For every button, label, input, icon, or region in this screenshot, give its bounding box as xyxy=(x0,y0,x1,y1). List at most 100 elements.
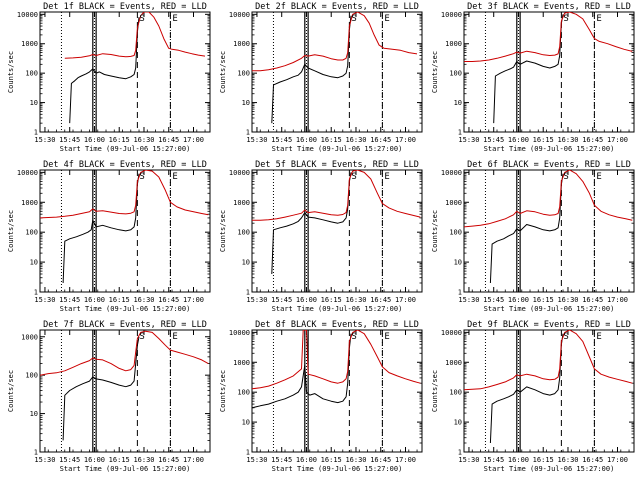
x-tick-label: 16:15 xyxy=(533,136,554,144)
panel-title: Det 8f BLACK = Events, RED = LLD xyxy=(255,320,419,330)
y-tick-label: 100 xyxy=(237,70,250,78)
plot-frame xyxy=(39,11,211,133)
marker-e: E xyxy=(384,172,389,182)
x-tick-label: 16:15 xyxy=(109,456,130,464)
x-tick-label: 16:45 xyxy=(370,136,391,144)
y-axis-label: Counts/sec xyxy=(219,210,227,252)
y-tick-label: 1000 xyxy=(445,40,462,48)
panel-title: Det 2f BLACK = Events, RED = LLD xyxy=(255,2,419,12)
y-tick-label: 1 xyxy=(34,289,38,297)
plot-area xyxy=(252,330,421,452)
x-tick-label: 16:15 xyxy=(321,296,342,304)
y-tick-label: 10000 xyxy=(229,169,250,177)
marker-s: S xyxy=(351,14,356,24)
y-tick-label: 1 xyxy=(458,289,462,297)
panel-title: Det 6f BLACK = Events, RED = LLD xyxy=(467,160,631,170)
x-tick-label: 16:30 xyxy=(557,296,578,304)
y-tick-label: 1000 xyxy=(233,40,250,48)
x-tick-label: 17:00 xyxy=(607,296,628,304)
y-tick-label: 100 xyxy=(237,229,250,237)
x-tick-label: 17:00 xyxy=(183,136,204,144)
x-tick-label: 16:45 xyxy=(582,456,603,464)
y-axis-label: Counts/sec xyxy=(7,210,15,252)
x-tick-label: 16:30 xyxy=(345,136,366,144)
x-tick-label: 15:45 xyxy=(271,296,292,304)
y-tick-label: 10000 xyxy=(441,11,462,19)
detector-panel: Det 3f BLACK = Events, RED = LLD 1 10 100 10… xyxy=(431,2,635,153)
series-line-lld xyxy=(40,330,209,376)
x-tick-label: 15:30 xyxy=(34,456,55,464)
plot-area xyxy=(252,12,418,132)
plot-area xyxy=(60,12,206,132)
y-tick-label: 10 xyxy=(30,410,38,418)
x-tick-label: 15:30 xyxy=(458,296,479,304)
marker-e: E xyxy=(384,14,389,24)
series-line-events xyxy=(489,173,564,284)
x-tick-label: 16:00 xyxy=(508,456,529,464)
x-tick-label: 16:45 xyxy=(370,456,391,464)
series-line-lld xyxy=(64,12,206,59)
y-axis-label: Counts/sec xyxy=(219,370,227,412)
x-tick-label: 15:45 xyxy=(59,456,80,464)
y-tick-label: 100 xyxy=(449,229,462,237)
detector-panel: Det 6f BLACK = Events, RED = LLD 1 10 100 10… xyxy=(431,160,635,313)
marker-s: S xyxy=(351,172,356,182)
x-axis-label: Start Time (09-Jul-06 15:27:00) xyxy=(484,305,615,313)
x-tick-label: 15:45 xyxy=(271,136,292,144)
x-tick-label: 16:45 xyxy=(158,136,179,144)
y-tick-label: 10 xyxy=(242,419,250,427)
y-tick-label: 10 xyxy=(454,259,462,267)
plot-frame xyxy=(251,11,423,133)
x-tick-label: 17:00 xyxy=(395,136,416,144)
series-line-lld xyxy=(464,330,633,391)
x-tick-label: 16:00 xyxy=(296,296,317,304)
x-tick-label: 15:45 xyxy=(271,456,292,464)
detector-panel: Det 5f BLACK = Events, RED = LLD 1 10 100 10… xyxy=(219,160,423,313)
x-axis-label: Start Time (09-Jul-06 15:27:00) xyxy=(60,465,191,473)
panel-title: Det 7f BLACK = Events, RED = LLD xyxy=(43,320,207,330)
marker-s: S xyxy=(563,172,568,182)
series-line-lld xyxy=(40,170,209,219)
x-tick-label: 16:15 xyxy=(533,296,554,304)
y-tick-label: 1000 xyxy=(21,333,38,341)
panel-title: Det 3f BLACK = Events, RED = LLD xyxy=(467,2,631,12)
panel-title: Det 5f BLACK = Events, RED = LLD xyxy=(255,160,419,170)
x-tick-label: 15:30 xyxy=(34,296,55,304)
y-tick-label: 1000 xyxy=(21,199,38,207)
x-tick-label: 16:30 xyxy=(133,136,154,144)
x-tick-label: 17:00 xyxy=(607,136,628,144)
plot-area xyxy=(40,330,209,452)
x-tick-label: 16:30 xyxy=(345,296,366,304)
marker-e: E xyxy=(596,172,601,182)
x-tick-label: 16:15 xyxy=(321,136,342,144)
plot-frame xyxy=(251,329,423,453)
marker-s: S xyxy=(139,172,144,182)
x-axis-label: Start Time (09-Jul-06 15:27:00) xyxy=(272,465,403,473)
x-tick-label: 15:30 xyxy=(246,136,267,144)
y-axis-label: Counts/sec xyxy=(431,370,439,412)
marker-s: S xyxy=(563,332,568,342)
marker-s: S xyxy=(139,332,144,342)
y-tick-label: 1 xyxy=(34,449,38,457)
detector-panel: Det 4f BLACK = Events, RED = LLD 1 10 100 10… xyxy=(7,160,211,313)
x-tick-label: 15:45 xyxy=(59,136,80,144)
y-tick-label: 10000 xyxy=(441,169,462,177)
x-tick-label: 16:00 xyxy=(296,136,317,144)
x-tick-label: 16:45 xyxy=(582,296,603,304)
x-tick-label: 17:00 xyxy=(183,296,204,304)
x-tick-label: 16:00 xyxy=(84,456,105,464)
x-tick-label: 15:45 xyxy=(483,296,504,304)
detector-panel: Det 7f BLACK = Events, RED = LLD 1 10 100 10… xyxy=(7,320,211,473)
plot-area xyxy=(40,170,209,292)
x-tick-label: 16:00 xyxy=(508,296,529,304)
plot-frame xyxy=(463,329,635,453)
series-line-lld xyxy=(464,12,633,62)
x-tick-label: 16:30 xyxy=(133,296,154,304)
plot-frame xyxy=(463,169,635,293)
plot-area xyxy=(464,12,633,132)
x-tick-label: 15:30 xyxy=(458,136,479,144)
y-tick-label: 100 xyxy=(237,389,250,397)
x-tick-label: 16:15 xyxy=(109,136,130,144)
x-axis-label: Start Time (09-Jul-06 15:27:00) xyxy=(484,465,615,473)
x-tick-label: 17:00 xyxy=(607,456,628,464)
